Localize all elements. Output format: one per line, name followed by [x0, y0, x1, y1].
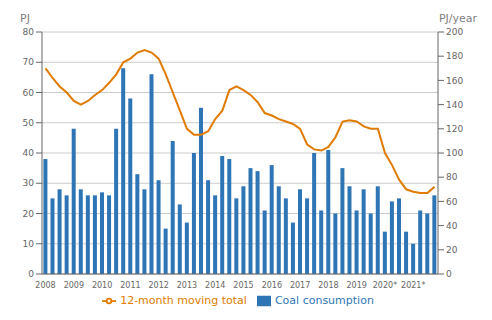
- svg-text:2011: 2011: [120, 281, 140, 290]
- svg-text:2012: 2012: [148, 281, 168, 290]
- svg-text:160: 160: [446, 76, 463, 86]
- svg-text:0: 0: [28, 269, 34, 279]
- html-text:12-month moving total: 12-month moving total: [120, 294, 247, 307]
- svg-text:2018: 2018: [318, 281, 338, 290]
- svg-text:2015: 2015: [233, 281, 253, 290]
- svg-text:2013: 2013: [177, 281, 197, 290]
- svg-text:40: 40: [23, 148, 35, 158]
- svg-text:2014: 2014: [205, 281, 225, 290]
- svg-text:PJ: PJ: [20, 12, 30, 25]
- svg-text:50: 50: [23, 118, 35, 128]
- svg-text:20: 20: [23, 209, 35, 219]
- svg-text:200: 200: [446, 27, 463, 37]
- svg-text:60: 60: [446, 197, 458, 207]
- svg-text:10: 10: [23, 239, 35, 249]
- svg-text:140: 140: [446, 100, 463, 110]
- svg-text:2021*: 2021*: [401, 281, 425, 290]
- svg-text:120: 120: [446, 124, 463, 134]
- svg-text:2008: 2008: [35, 281, 55, 290]
- svg-text:80: 80: [446, 172, 458, 182]
- svg-text:80: 80: [23, 27, 35, 37]
- svg-text:40: 40: [446, 221, 458, 231]
- svg-text:2020*: 2020*: [373, 281, 397, 290]
- svg-text:60: 60: [23, 88, 35, 98]
- svg-text:100: 100: [446, 148, 463, 158]
- svg-text:70: 70: [23, 57, 35, 67]
- html-text:Coal consumption: Coal consumption: [274, 294, 374, 307]
- svg-text:2019: 2019: [346, 281, 366, 290]
- svg-text:180: 180: [446, 51, 463, 61]
- svg-text:30: 30: [23, 178, 35, 188]
- svg-text:20: 20: [446, 245, 458, 255]
- svg-text:2010: 2010: [92, 281, 112, 290]
- svg-text:0: 0: [446, 269, 452, 279]
- svg-text:PJ/year: PJ/year: [439, 12, 478, 25]
- svg-text:2009: 2009: [64, 281, 84, 290]
- svg-text:2017: 2017: [290, 281, 310, 290]
- svg-text:2016: 2016: [262, 281, 282, 290]
